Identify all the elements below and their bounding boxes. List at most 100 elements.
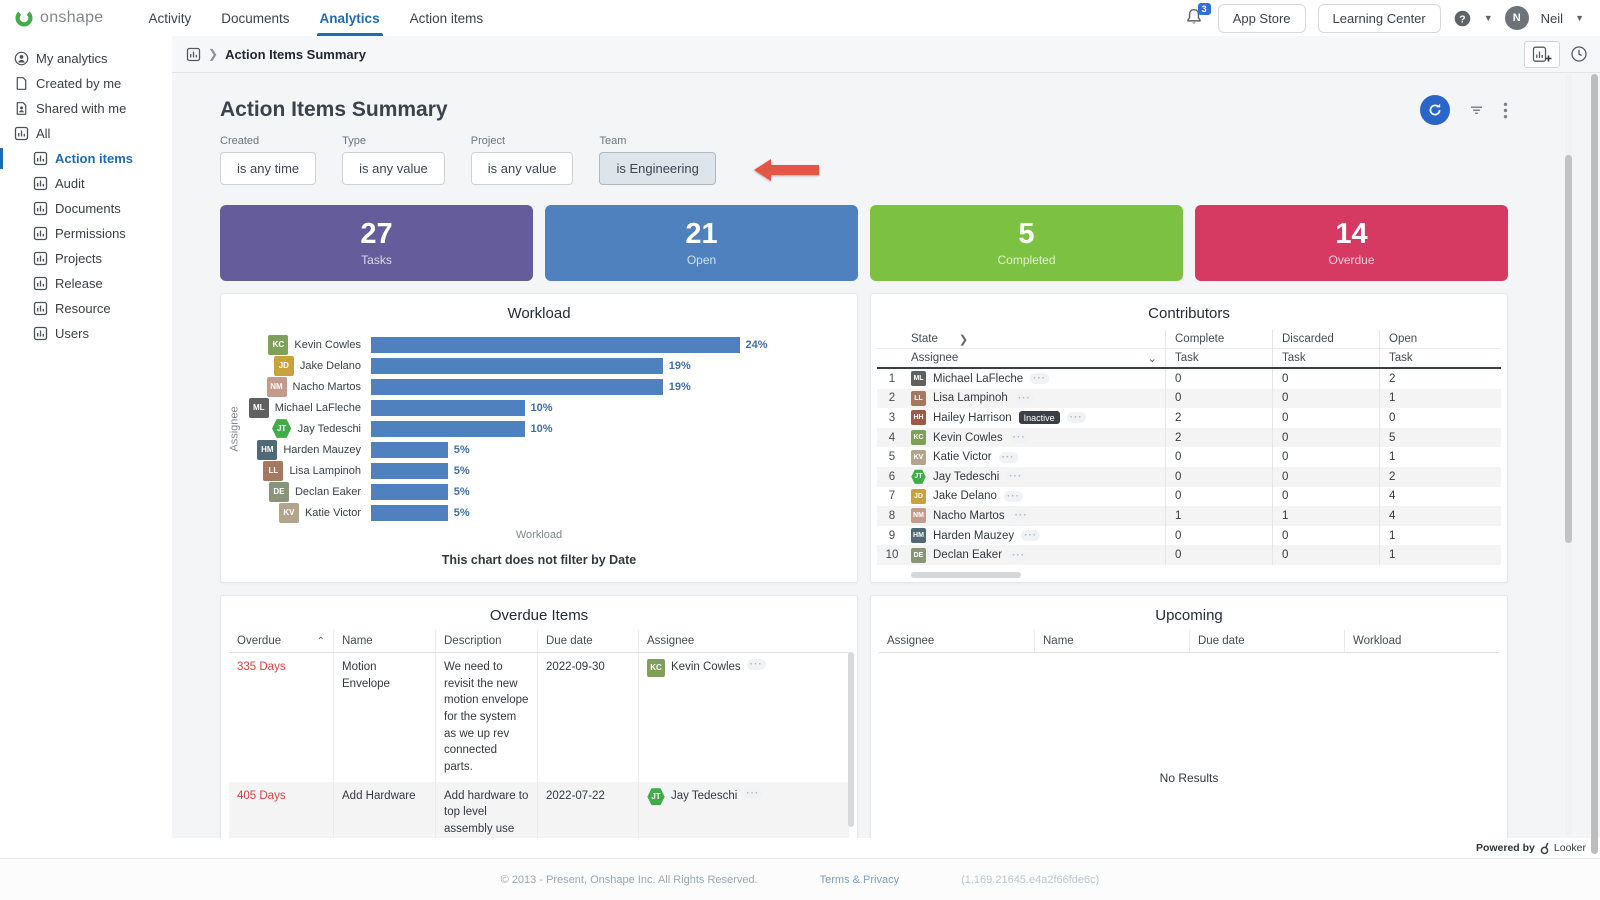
complete-task-count[interactable]: 0 [1165, 526, 1272, 546]
complete-task-count[interactable]: 0 [1165, 389, 1272, 409]
refresh-button[interactable] [1420, 95, 1450, 125]
row-menu-dots-icon[interactable]: ··· [1010, 432, 1029, 443]
help-icon[interactable]: ? [1453, 9, 1472, 28]
discarded-task-count[interactable]: 0 [1272, 487, 1379, 507]
overdue-vertical-scrollbar[interactable] [848, 652, 854, 827]
discarded-task-count[interactable]: 0 [1272, 369, 1379, 389]
workload-bar[interactable] [371, 484, 448, 500]
column-header-complete[interactable]: Complete [1165, 330, 1272, 348]
row-menu-dots-icon[interactable]: ··· [1030, 373, 1049, 384]
row-menu-dots-icon[interactable]: ··· [1015, 393, 1034, 404]
filter-value-team[interactable]: is Engineering [599, 152, 715, 185]
sidebar-item-users[interactable]: Users [0, 321, 172, 346]
user-avatar[interactable]: N [1505, 6, 1529, 30]
filter-value-project[interactable]: is any value [471, 152, 574, 185]
sidebar-item-resource[interactable]: Resource [0, 296, 172, 321]
overdue-column-header-assignee[interactable]: Assignee [638, 630, 849, 652]
upcoming-column-header-due-date[interactable]: Due date [1189, 630, 1344, 652]
overdue-column-header-overdue[interactable]: Overdue⌃ [229, 630, 333, 652]
workload-bar[interactable] [371, 337, 740, 353]
learning-center-button[interactable]: Learning Center [1318, 4, 1441, 33]
workload-bar[interactable] [371, 379, 663, 395]
complete-task-count[interactable]: 1 [1165, 506, 1272, 526]
workload-bar[interactable] [371, 400, 525, 416]
discarded-task-count[interactable]: 0 [1272, 447, 1379, 467]
tab-activity[interactable]: Activity [134, 0, 207, 36]
column-header-discarded[interactable]: Discarded [1272, 330, 1379, 348]
open-task-count[interactable]: 2 [1379, 369, 1501, 389]
workload-bar[interactable] [371, 463, 448, 479]
subheader-task-1[interactable]: Task [1165, 349, 1272, 367]
open-task-count[interactable]: 1 [1379, 447, 1501, 467]
chevron-down-icon[interactable]: ⌄ [1147, 351, 1157, 365]
discarded-task-count[interactable]: 0 [1272, 428, 1379, 448]
sidebar-item-all[interactable]: All [0, 121, 172, 146]
discarded-task-count[interactable]: 1 [1272, 506, 1379, 526]
sidebar-item-permissions[interactable]: Permissions [0, 221, 172, 246]
row-menu-dots-icon[interactable]: ··· [743, 788, 762, 799]
complete-task-count[interactable]: 0 [1165, 467, 1272, 487]
kpi-tile-completed[interactable]: 5Completed [870, 205, 1183, 281]
notifications-button[interactable]: 3 [1184, 7, 1206, 29]
help-caret-icon[interactable]: ▼ [1484, 13, 1493, 23]
dashboard-scrollbar-thumb[interactable] [1565, 155, 1572, 543]
overdue-column-header-name[interactable]: Name [333, 630, 435, 652]
complete-task-count[interactable]: 0 [1165, 447, 1272, 467]
row-menu-dots-icon[interactable]: ··· [1009, 550, 1028, 561]
workload-bar[interactable] [371, 358, 663, 374]
row-menu-dots-icon[interactable]: ··· [1006, 471, 1025, 482]
overdue-days[interactable]: 405 Days [229, 782, 333, 838]
tab-analytics[interactable]: Analytics [305, 0, 395, 36]
workload-bar[interactable] [371, 421, 525, 437]
user-menu-caret-icon[interactable]: ▼ [1575, 13, 1584, 23]
open-task-count[interactable]: 0 [1379, 408, 1501, 428]
open-task-count[interactable]: 1 [1379, 389, 1501, 409]
sidebar-item-audit[interactable]: Audit [0, 171, 172, 196]
tab-action-items[interactable]: Action items [395, 0, 499, 36]
drill-chevron-icon[interactable]: ❯ [959, 333, 968, 346]
discarded-task-count[interactable]: 0 [1272, 467, 1379, 487]
complete-task-count[interactable]: 2 [1165, 408, 1272, 428]
complete-task-count[interactable]: 2 [1165, 428, 1272, 448]
item-name[interactable]: Add Hardware [333, 782, 435, 838]
subheader-task-3[interactable]: Task [1379, 349, 1501, 367]
sidebar-item-projects[interactable]: Projects [0, 246, 172, 271]
dashboard-more-button[interactable] [1503, 102, 1508, 119]
sidebar-item-action-items[interactable]: Action items [0, 146, 172, 171]
complete-task-count[interactable]: 0 [1165, 487, 1272, 507]
row-menu-dots-icon[interactable]: ··· [747, 659, 766, 670]
open-task-count[interactable]: 4 [1379, 487, 1501, 507]
subheader-task-2[interactable]: Task [1272, 349, 1379, 367]
open-task-count[interactable]: 5 [1379, 428, 1501, 448]
item-name[interactable]: Motion Envelope [333, 653, 435, 782]
discarded-task-count[interactable]: 0 [1272, 389, 1379, 409]
state-group-header[interactable]: State [911, 333, 938, 345]
row-menu-dots-icon[interactable]: ··· [1067, 412, 1086, 423]
kpi-tile-overdue[interactable]: 14Overdue [1195, 205, 1508, 281]
contributors-horizontal-scrollbar[interactable] [911, 572, 1021, 578]
open-task-count[interactable]: 4 [1379, 506, 1501, 526]
workload-bar[interactable] [371, 505, 448, 521]
open-task-count[interactable]: 2 [1379, 467, 1501, 487]
upcoming-column-header-workload[interactable]: Workload [1344, 630, 1499, 652]
row-menu-dots-icon[interactable]: ··· [1004, 491, 1023, 502]
history-clock-icon[interactable] [1570, 45, 1588, 63]
discarded-task-count[interactable]: 0 [1272, 526, 1379, 546]
row-menu-dots-icon[interactable]: ··· [1021, 530, 1040, 541]
discarded-task-count[interactable]: 0 [1272, 408, 1379, 428]
tab-documents[interactable]: Documents [206, 0, 304, 36]
open-task-count[interactable]: 1 [1379, 545, 1501, 565]
sidebar-item-release[interactable]: Release [0, 271, 172, 296]
terms-privacy-link[interactable]: Terms & Privacy [820, 874, 899, 886]
upcoming-column-header-assignee[interactable]: Assignee [879, 630, 1034, 652]
workload-bar[interactable] [371, 442, 448, 458]
onshape-brand[interactable]: onshape [14, 8, 104, 28]
filter-value-created[interactable]: is any time [220, 152, 316, 185]
open-task-count[interactable]: 1 [1379, 526, 1501, 546]
complete-task-count[interactable]: 0 [1165, 545, 1272, 565]
assignee-column-header[interactable]: Assignee [911, 352, 958, 364]
upcoming-column-header-name[interactable]: Name [1034, 630, 1189, 652]
sidebar-item-documents[interactable]: Documents [0, 196, 172, 221]
sidebar-item-shared-with-me[interactable]: Shared with me [0, 96, 172, 121]
overdue-days[interactable]: 335 Days [229, 653, 333, 782]
